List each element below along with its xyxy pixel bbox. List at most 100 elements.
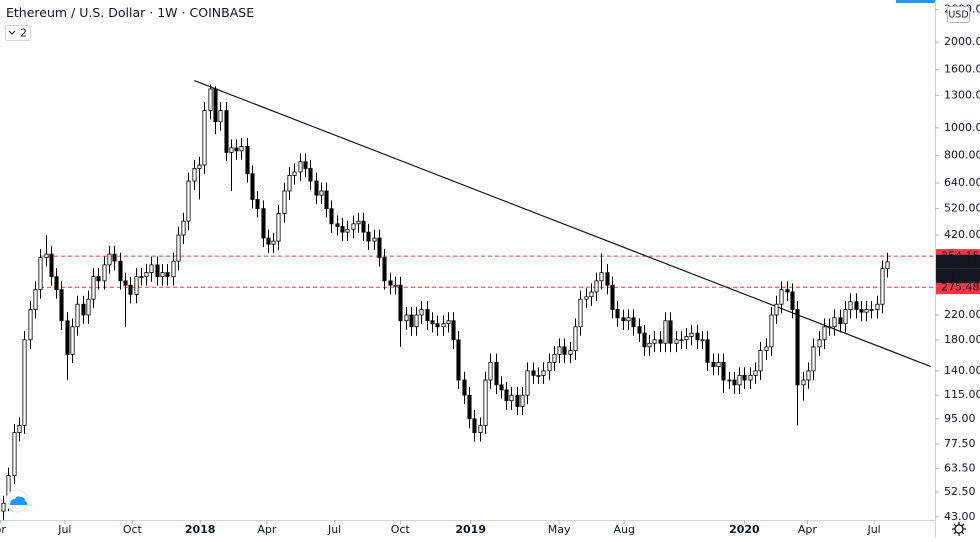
chevron [8, 30, 16, 35]
candle-body [96, 276, 101, 282]
candle-body [245, 146, 250, 175]
candle-body [801, 379, 806, 386]
candle-body [107, 253, 112, 266]
candle-body [594, 280, 599, 293]
candle-body [377, 237, 382, 258]
candle-body [674, 339, 679, 344]
candle-body [261, 208, 266, 239]
candle-body [753, 370, 758, 376]
candle-body [33, 289, 38, 310]
candle-body [541, 370, 546, 376]
candle-body [139, 276, 144, 279]
y-tick-label: 115.00 [944, 388, 980, 401]
candle-body [748, 374, 753, 381]
y-tick-label: 43.00 [944, 510, 976, 523]
gear-teeth [952, 522, 966, 536]
candle-body [843, 309, 848, 325]
candle-body [308, 168, 313, 182]
candle-body [573, 326, 578, 351]
level-label: 275.48 [941, 281, 980, 294]
candle-body [218, 110, 223, 123]
candle-body [382, 257, 387, 282]
countdown-label-box [936, 268, 980, 283]
candle-body [827, 326, 832, 329]
plot-area [1, 79, 935, 520]
candle-body [779, 289, 784, 305]
y-tick-label: 77.50 [944, 437, 976, 450]
candle-body [335, 223, 340, 227]
candle-body [869, 309, 874, 311]
gear[interactable] [954, 524, 964, 534]
candle-body [764, 346, 769, 351]
candle-body [515, 394, 520, 407]
candle-body [54, 276, 59, 291]
candle-body [631, 317, 636, 328]
candle-body [266, 237, 271, 245]
candle-body [303, 161, 308, 169]
candle-body [689, 332, 694, 337]
price-axis: 43.00 52.50 63.50 77.50 95.00 115.00 140.00 180… [935, 3, 980, 523]
candle-body [705, 339, 710, 363]
candle-body [472, 418, 477, 433]
candle-body [578, 298, 583, 328]
candle-body [483, 379, 488, 426]
candle-body [478, 425, 483, 433]
candle-body [679, 339, 684, 342]
candle-body [790, 291, 795, 310]
countdown-label: 3d 3h [941, 269, 972, 282]
x-tick-label: Oct [391, 523, 411, 536]
candle-body [552, 353, 557, 363]
y-tick-label: 2000.00 [944, 35, 980, 48]
candle-body [388, 280, 393, 286]
legend-backdrop [0, 0, 240, 22]
candle-body [605, 272, 610, 286]
candle-body [192, 168, 197, 182]
candle-body [531, 370, 536, 376]
toggle-box[interactable] [5, 25, 31, 41]
candle-body [462, 379, 467, 396]
logo[interactable] [5, 489, 29, 513]
candle-body [1, 502, 6, 512]
candle-body [435, 323, 440, 328]
candle-body [186, 180, 191, 222]
candle-body [615, 309, 620, 319]
candle-body [509, 394, 514, 402]
candle-body [393, 284, 398, 287]
candle-body [700, 339, 705, 342]
candle-body [75, 303, 80, 328]
candle-body [102, 264, 107, 282]
settings-icon[interactable] [952, 522, 966, 536]
candle-body [854, 301, 859, 310]
candle-body [287, 175, 292, 192]
candle-body [372, 237, 377, 242]
candle-body [12, 432, 17, 477]
candle-body [494, 361, 499, 386]
currency-button[interactable]: USD [947, 6, 970, 23]
candle-body [134, 276, 139, 295]
candle-body [647, 342, 652, 348]
y-tick-label: 1600.00 [944, 63, 980, 76]
candle-body [356, 220, 361, 225]
candle-body [65, 320, 70, 355]
y-tick-label: 140.00 [944, 364, 980, 377]
candle-body [171, 260, 176, 278]
candle-body [817, 339, 822, 348]
candle-body [351, 223, 356, 230]
logo-cloud [10, 496, 28, 505]
candle-body [467, 394, 472, 420]
candle-body [795, 309, 800, 386]
candle-body [181, 220, 186, 236]
indicator-toggle[interactable]: 2 [5, 25, 31, 41]
currency-box[interactable] [947, 6, 970, 23]
candle-body [769, 314, 774, 348]
exchange: COINBASE [190, 5, 255, 20]
candle-body [880, 268, 885, 305]
candle-body [409, 314, 414, 328]
trendline [194, 79, 931, 368]
x-tick-label: Apr [257, 523, 277, 536]
candle-body [695, 332, 700, 341]
symbol-title: Ethereum / U.S. Dollar · 1W · COINBASE [6, 5, 254, 20]
candle-body [59, 289, 64, 322]
